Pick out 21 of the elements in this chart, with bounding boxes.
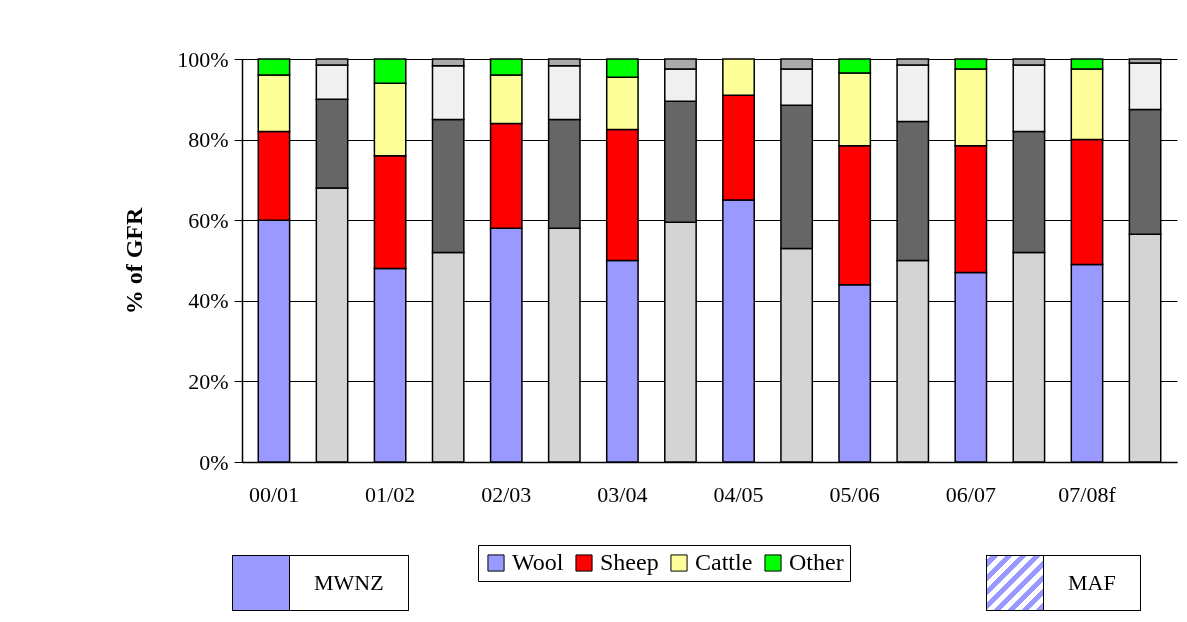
- text: MAF: [1067, 569, 1117, 597]
- y-tick-label: 0%: [199, 449, 229, 475]
- y-tick-label: 100%: [177, 46, 229, 72]
- text: MWNZ: [313, 569, 385, 597]
- y-tick-label: 40%: [188, 288, 229, 314]
- legend-label: Cattle: [695, 549, 753, 575]
- y-axis-title: % of GFR: [121, 207, 148, 315]
- legend-label: Sheep: [600, 549, 659, 575]
- y-tick-label: 80%: [188, 127, 229, 153]
- x-tick-label: 06/07: [945, 481, 996, 507]
- legend-label: Other: [789, 549, 844, 575]
- legend-label: Wool: [512, 549, 564, 575]
- x-tick-label: 03/04: [597, 481, 648, 507]
- y-tick-label: 60%: [188, 207, 229, 233]
- x-tick-label: 05/06: [829, 481, 880, 507]
- y-tick-label: 20%: [188, 368, 229, 394]
- x-tick-label: 07/08f: [1058, 481, 1117, 507]
- x-tick-label: 01/02: [365, 481, 416, 507]
- x-tick-label: 04/05: [713, 481, 764, 507]
- x-tick-label: 00/01: [248, 481, 299, 507]
- x-tick-label: 02/03: [481, 481, 532, 507]
